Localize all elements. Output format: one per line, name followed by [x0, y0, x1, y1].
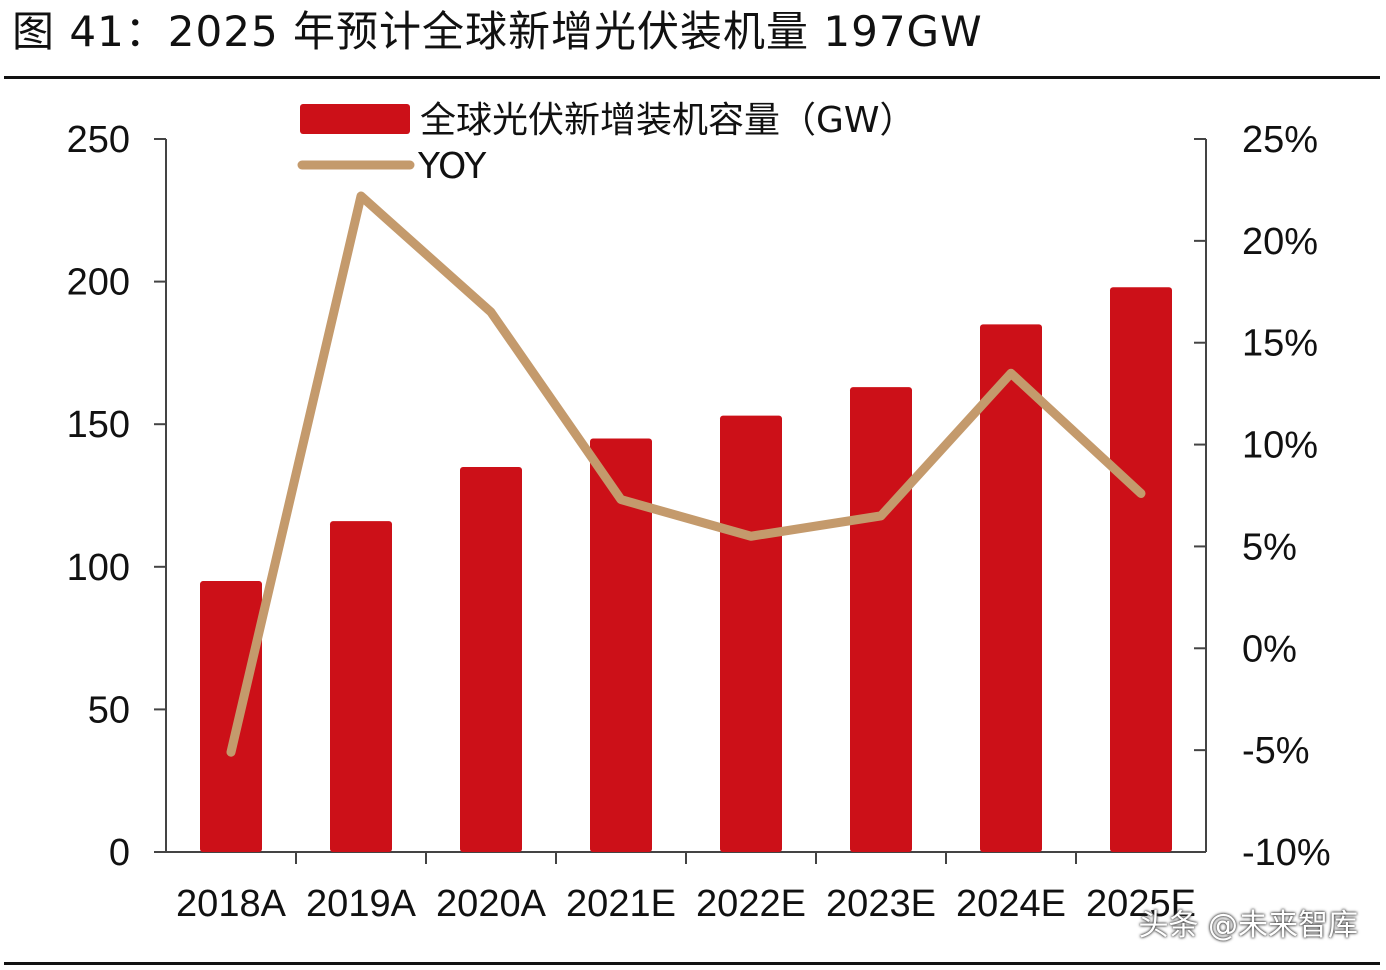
x-category-label: 2025E [1086, 883, 1196, 925]
bar-2022E [720, 415, 782, 852]
y-left-tick-label: 250 [67, 119, 130, 161]
y-left-tick-label: 100 [67, 547, 130, 589]
title-rule [4, 76, 1380, 79]
y-left-tick-label: 150 [67, 404, 130, 446]
yoy-point-2021E [620, 498, 622, 501]
y-left-tick-label: 200 [67, 262, 130, 304]
bar-2018A [200, 581, 262, 852]
y-right-tick-label: -5% [1242, 730, 1310, 772]
yoy-point-2020A [490, 311, 492, 314]
yoy-point-2019A [360, 195, 362, 198]
x-category-label: 2024E [956, 883, 1066, 925]
y-right-tick-label: 5% [1242, 526, 1297, 568]
x-category-label: 2021E [566, 883, 676, 925]
bar-2020A [460, 466, 522, 852]
x-category-label: 2023E [826, 883, 936, 925]
y-right-tick-label: 0% [1242, 628, 1297, 670]
y-right-tick-label: -10% [1242, 832, 1331, 874]
legend-line-label: YOY [417, 146, 487, 187]
x-category-label: 2018A [176, 883, 287, 925]
bar-2021E [590, 438, 652, 852]
axes [154, 138, 1207, 864]
page-title: 图 41：2025 年预计全球新增光伏装机量 197GW [12, 7, 983, 56]
yoy-point-2025E [1140, 492, 1142, 495]
y-right-tick-label: 25% [1242, 119, 1318, 161]
bar-2025E [1110, 287, 1172, 853]
yoy-point-2023E [880, 514, 882, 517]
y-right-tick-label: 20% [1242, 221, 1318, 263]
watermark: 头条 @未来智库 [1138, 908, 1358, 943]
bar-series [200, 287, 1172, 853]
x-category-label: 2022E [696, 883, 806, 925]
yoy-point-2024E [1010, 372, 1012, 375]
bottom-rule [4, 962, 1380, 965]
yoy-point-2018A [230, 751, 232, 754]
yoy-line [226, 191, 1146, 757]
x-category-label: 2019A [306, 883, 417, 925]
tick-labels: 0 50 100 150 200 250 -10% -5% 0% 5% 10% 15% 20% 25% 20… [67, 119, 1331, 925]
y-left-tick-label: 50 [88, 689, 130, 731]
yoy-line-series [226, 191, 1146, 757]
bar-2024E [980, 324, 1042, 852]
yoy-point-2022E [750, 535, 752, 538]
y-right-tick-label: 10% [1242, 425, 1318, 467]
x-category-label: 2020A [436, 883, 547, 925]
legend: 全球光伏新增装机容量（GW） YOY [297, 100, 916, 187]
y-left-tick-label: 0 [109, 832, 130, 874]
legend-bar-label: 全球光伏新增装机容量（GW） [420, 100, 916, 141]
bar-2023E [850, 387, 912, 852]
y-right-tick-label: 15% [1242, 323, 1318, 365]
bar-2019A [330, 521, 392, 852]
legend-bar-swatch [300, 104, 410, 134]
